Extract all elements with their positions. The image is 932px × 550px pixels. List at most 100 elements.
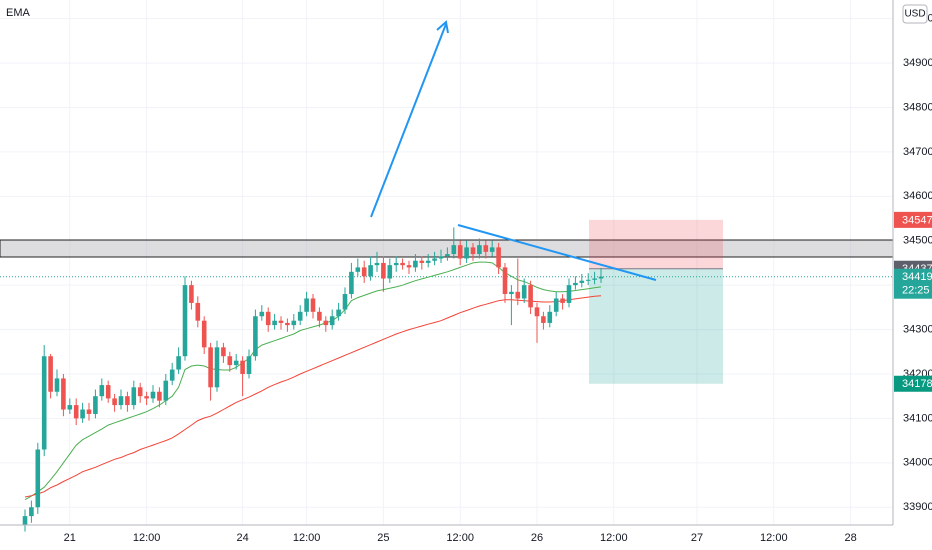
y-tick-label: 34600 [903, 190, 932, 202]
arrow-head [436, 20, 449, 34]
candle-body [208, 347, 213, 388]
candle-body [112, 398, 117, 406]
candle-body [48, 356, 53, 392]
candle-body [470, 247, 476, 255]
y-tick-label: 33900 [903, 501, 932, 513]
candle-body [464, 247, 469, 259]
plot [0, 227, 893, 532]
candle-body [368, 265, 373, 277]
candle-body [22, 516, 28, 525]
x-tick-label: 12:00 [600, 532, 628, 544]
x-tick-label: 12:00 [133, 532, 161, 544]
stop-label-box [894, 211, 932, 228]
candle-body [93, 396, 98, 414]
candle-body [253, 316, 258, 357]
stop-label: 34547 [902, 214, 932, 226]
x-tick-label: 12:00 [446, 532, 474, 544]
ema-line [24, 295, 602, 498]
currency-box [902, 4, 928, 24]
y-tick-label: 34100 [903, 412, 932, 424]
axis-labels: 3390034000341003420034300344003450034600… [64, 13, 932, 544]
candle-body [598, 276, 604, 279]
candle-body [374, 262, 380, 266]
last-price-box [894, 268, 932, 299]
candle-body [317, 311, 322, 321]
y-tick-label: 34700 [903, 146, 932, 158]
target-label-box [894, 375, 932, 392]
candle-body [35, 449, 41, 508]
candle-body [125, 396, 130, 406]
candle-body [304, 298, 309, 312]
candle-body [272, 320, 277, 326]
candle-body [169, 369, 175, 381]
x-tick-label: 12:00 [760, 532, 788, 544]
y-tick-label: 34000 [903, 457, 932, 469]
candle-body [349, 271, 354, 295]
candle-body [201, 320, 207, 348]
candle-body [566, 285, 572, 303]
candle-body [182, 285, 188, 357]
candle-body [29, 507, 34, 517]
candle-body [131, 387, 137, 406]
candle-body [413, 260, 418, 268]
candle-body [560, 298, 565, 303]
candle-body [233, 360, 239, 366]
candle-body [579, 280, 585, 283]
candle-body [592, 278, 597, 280]
candle-body [457, 245, 463, 259]
candle-body [54, 378, 60, 392]
candle-body [329, 316, 335, 326]
x-tick-label: 25 [377, 532, 389, 544]
y-tick-label: 34900 [903, 57, 932, 69]
candle-body [144, 396, 149, 399]
candle-body [521, 285, 527, 299]
x-tick-label: 12:00 [293, 532, 321, 544]
candle-body [291, 320, 297, 326]
candle-body [451, 245, 457, 255]
trend-line [457, 224, 657, 281]
candle-body [246, 356, 252, 374]
candle-body [163, 380, 169, 401]
candle-body [573, 282, 578, 286]
candle-body [515, 291, 521, 299]
candle-body [297, 311, 303, 321]
y-tick-label: 34500 [903, 235, 932, 247]
candle-body [285, 322, 290, 326]
candle-body [323, 320, 329, 326]
last-price-label: 34419 [902, 271, 932, 283]
target-zone [589, 268, 723, 384]
x-tick-label: 21 [64, 532, 76, 544]
candle-body [432, 258, 437, 261]
x-tick-label: 26 [531, 532, 543, 544]
position-tool [589, 219, 723, 384]
indicator-label: EMA [6, 7, 31, 19]
candle-body [61, 378, 66, 410]
candle-body [67, 405, 73, 410]
arrow-line [370, 23, 447, 218]
candle-body [342, 294, 348, 310]
candle-body [195, 302, 201, 321]
candle-body [137, 387, 143, 397]
candle-body [214, 347, 220, 388]
candle-body [80, 409, 85, 419]
candle-body [393, 262, 399, 266]
candle-body [105, 385, 111, 399]
candle-body [489, 247, 495, 252]
candle-body [265, 311, 271, 326]
candle-body [381, 262, 386, 279]
candle-body [553, 298, 559, 312]
candle-body [502, 267, 508, 295]
candle-body [361, 267, 367, 277]
candle-body [336, 309, 341, 317]
candle-body [425, 260, 431, 263]
candle-body [86, 409, 92, 414]
candle-body [278, 320, 284, 323]
candle-body [41, 356, 47, 450]
candle-body [150, 391, 156, 399]
candle-body [528, 285, 533, 308]
candle-body [585, 279, 591, 281]
candle-body [355, 267, 361, 272]
candle-body [483, 245, 489, 252]
x-tick-label: 27 [691, 532, 703, 544]
candle-body [221, 347, 226, 357]
